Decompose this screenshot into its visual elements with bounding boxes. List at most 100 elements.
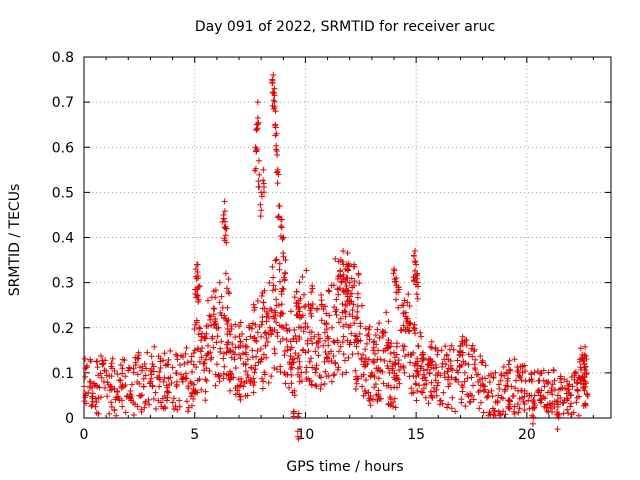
data-point — [476, 405, 483, 412]
data-point — [395, 286, 402, 293]
data-point — [225, 289, 232, 296]
data-point — [557, 395, 564, 402]
data-point — [273, 366, 280, 373]
data-point — [286, 384, 293, 391]
data-point — [185, 404, 192, 411]
data-point — [279, 236, 286, 243]
data-point — [459, 349, 466, 356]
data-point — [303, 364, 310, 371]
data-point — [259, 385, 266, 392]
data-point — [502, 386, 509, 393]
data-point — [164, 388, 171, 395]
data-point — [426, 370, 433, 377]
data-point — [580, 381, 587, 388]
data-point — [406, 373, 413, 380]
data-point — [237, 319, 244, 326]
data-point — [304, 323, 311, 330]
data-point — [130, 411, 137, 418]
data-point — [263, 335, 270, 342]
data-point — [415, 342, 422, 349]
data-point — [323, 373, 330, 380]
data-point — [201, 334, 208, 341]
data-point — [138, 392, 145, 399]
data-point — [109, 355, 116, 362]
data-point — [218, 338, 225, 345]
data-point — [232, 321, 239, 328]
data-point — [94, 358, 101, 365]
data-point — [351, 278, 358, 285]
data-point — [253, 148, 260, 155]
data-point — [396, 367, 403, 374]
data-point — [270, 97, 277, 104]
data-point — [401, 369, 408, 376]
data-point — [485, 412, 492, 419]
data-point — [144, 349, 151, 356]
data-point — [229, 341, 236, 348]
data-point — [439, 400, 446, 407]
data-point — [364, 360, 371, 367]
data-point — [489, 393, 496, 400]
data-point — [449, 394, 456, 401]
data-point — [362, 377, 369, 384]
data-point — [306, 358, 313, 365]
data-point — [242, 368, 249, 375]
data-point — [255, 178, 262, 185]
data-point — [108, 386, 115, 393]
data-point — [237, 338, 244, 345]
data-point — [415, 371, 422, 378]
data-point — [205, 342, 211, 349]
data-point — [253, 145, 260, 152]
data-point — [563, 390, 570, 397]
data-point — [345, 354, 352, 361]
data-point — [480, 409, 487, 416]
data-point — [486, 409, 493, 416]
data-point — [554, 426, 561, 433]
data-point — [280, 250, 287, 257]
data-point — [325, 335, 332, 342]
data-point — [380, 347, 387, 354]
data-point — [178, 371, 185, 378]
data-point — [540, 393, 547, 400]
data-point — [429, 358, 436, 365]
data-point — [248, 364, 255, 371]
data-point — [337, 272, 344, 279]
data-point — [280, 286, 287, 293]
data-point — [321, 320, 328, 327]
data-point — [504, 375, 511, 382]
data-point — [214, 333, 221, 340]
data-point — [221, 208, 228, 215]
data-point — [514, 401, 521, 408]
data-point — [360, 371, 367, 378]
data-point — [355, 271, 362, 278]
data-point — [140, 383, 147, 390]
data-point — [92, 403, 99, 410]
data-point — [578, 376, 585, 383]
data-point — [458, 362, 465, 369]
data-point — [418, 388, 425, 395]
data-point — [104, 393, 111, 400]
data-point — [274, 180, 281, 187]
data-point — [496, 410, 503, 417]
data-point — [460, 358, 467, 365]
data-point — [210, 288, 217, 295]
data-point — [402, 326, 409, 333]
data-point — [181, 360, 188, 367]
data-point — [258, 293, 265, 300]
data-point — [383, 345, 390, 352]
data-point — [182, 370, 189, 377]
data-point — [191, 326, 198, 333]
data-point — [187, 393, 194, 400]
data-point — [250, 375, 257, 382]
data-point — [304, 337, 311, 344]
data-point — [259, 305, 266, 312]
data-point — [277, 223, 284, 230]
data-point — [274, 329, 281, 336]
data-point — [554, 408, 561, 415]
data-point — [275, 302, 282, 309]
data-point — [342, 309, 349, 316]
data-point — [295, 300, 302, 307]
data-point — [243, 344, 250, 351]
data-point — [111, 368, 118, 375]
data-point — [528, 371, 535, 378]
data-point — [459, 333, 466, 340]
